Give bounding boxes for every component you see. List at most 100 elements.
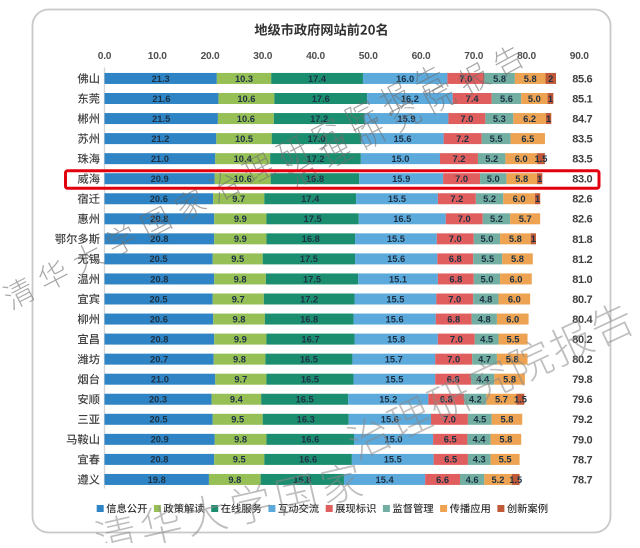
- svg-text:17.5: 17.5: [300, 254, 318, 264]
- svg-text:83.0: 83.0: [572, 174, 592, 186]
- svg-text:1.5: 1.5: [514, 395, 527, 405]
- svg-text:9.9: 9.9: [234, 214, 247, 224]
- svg-text:4.5: 4.5: [480, 334, 493, 344]
- svg-text:1.5: 1.5: [535, 154, 548, 164]
- svg-text:80.2: 80.2: [572, 334, 592, 346]
- svg-text:20.9: 20.9: [151, 435, 169, 445]
- svg-text:5.5: 5.5: [490, 134, 503, 144]
- svg-text:9.5: 9.5: [233, 455, 246, 465]
- svg-text:81.2: 81.2: [572, 254, 592, 266]
- svg-text:4.8: 4.8: [479, 294, 492, 304]
- svg-text:6.0: 6.0: [515, 154, 528, 164]
- svg-text:20.8: 20.8: [150, 334, 168, 344]
- svg-text:78.7: 78.7: [572, 454, 592, 466]
- svg-text:1: 1: [546, 114, 551, 124]
- svg-text:9.7: 9.7: [234, 375, 247, 385]
- svg-text:10.6: 10.6: [237, 114, 255, 124]
- svg-text:5.8: 5.8: [499, 435, 512, 445]
- svg-text:79.0: 79.0: [572, 434, 592, 446]
- svg-text:21.5: 21.5: [152, 114, 170, 124]
- svg-text:6.0: 6.0: [509, 274, 522, 284]
- svg-text:5.2: 5.2: [492, 475, 505, 485]
- svg-text:20.8: 20.8: [150, 234, 168, 244]
- svg-text:4.3: 4.3: [473, 455, 486, 465]
- svg-text:20.5: 20.5: [150, 415, 168, 425]
- svg-text:15.8: 15.8: [293, 475, 311, 485]
- svg-text:2: 2: [548, 74, 553, 84]
- svg-text:20.8: 20.8: [150, 455, 168, 465]
- svg-text:15.5: 15.5: [384, 455, 402, 465]
- svg-text:17.2: 17.2: [300, 294, 318, 304]
- svg-text:1: 1: [537, 174, 542, 184]
- svg-text:1.5: 1.5: [509, 475, 522, 485]
- svg-text:6.8: 6.8: [449, 274, 462, 284]
- svg-text:30.0: 30.0: [253, 51, 272, 62]
- svg-text:5.3: 5.3: [493, 114, 506, 124]
- svg-text:7.0: 7.0: [458, 214, 471, 224]
- svg-text:17.2: 17.2: [306, 154, 324, 164]
- svg-text:60.0: 60.0: [412, 51, 431, 62]
- svg-text:6.8: 6.8: [449, 254, 462, 264]
- svg-text:4.5: 4.5: [473, 415, 486, 425]
- svg-text:85.6: 85.6: [572, 73, 592, 85]
- svg-text:7.2: 7.2: [452, 154, 465, 164]
- svg-text:20.9: 20.9: [151, 174, 169, 184]
- svg-text:15.6: 15.6: [387, 254, 405, 264]
- svg-text:15.9: 15.9: [397, 114, 415, 124]
- svg-text:81.0: 81.0: [572, 274, 592, 286]
- svg-text:79.2: 79.2: [572, 414, 592, 426]
- svg-text:9.4: 9.4: [230, 395, 244, 405]
- svg-text:79.8: 79.8: [572, 374, 592, 386]
- svg-text:1: 1: [531, 234, 536, 244]
- svg-text:9.8: 9.8: [228, 475, 241, 485]
- svg-text:70.0: 70.0: [464, 51, 483, 62]
- svg-text:82.6: 82.6: [572, 214, 592, 226]
- svg-text:10.6: 10.6: [237, 94, 255, 104]
- svg-text:82.6: 82.6: [572, 194, 592, 206]
- svg-text:6.0: 6.0: [513, 194, 526, 204]
- svg-text:9.9: 9.9: [234, 334, 247, 344]
- svg-text:15.0: 15.0: [384, 435, 402, 445]
- svg-text:10.6: 10.6: [234, 174, 252, 184]
- svg-text:9.8: 9.8: [233, 314, 246, 324]
- svg-text:9.8: 9.8: [234, 435, 247, 445]
- svg-text:4.4: 4.4: [473, 435, 487, 445]
- svg-text:4.7: 4.7: [478, 354, 491, 364]
- svg-text:10.5: 10.5: [235, 134, 253, 144]
- svg-text:16.5: 16.5: [393, 214, 411, 224]
- svg-text:9.7: 9.7: [232, 294, 245, 304]
- svg-text:17.2: 17.2: [310, 114, 328, 124]
- svg-text:17.4: 17.4: [301, 194, 320, 204]
- svg-text:9.5: 9.5: [231, 254, 244, 264]
- svg-text:16.2: 16.2: [401, 94, 419, 104]
- svg-text:17.5: 17.5: [303, 274, 321, 284]
- svg-text:10.0: 10.0: [148, 51, 167, 62]
- svg-text:90.0: 90.0: [570, 51, 589, 62]
- svg-text:20.8: 20.8: [150, 274, 168, 284]
- svg-text:16.5: 16.5: [301, 375, 319, 385]
- svg-text:7.0: 7.0: [459, 74, 472, 84]
- svg-text:80.4: 80.4: [572, 314, 593, 326]
- svg-text:7.4: 7.4: [466, 94, 480, 104]
- svg-text:5.2: 5.2: [490, 214, 503, 224]
- svg-text:6.5: 6.5: [521, 134, 534, 144]
- svg-text:5.8: 5.8: [503, 375, 516, 385]
- svg-text:16.5: 16.5: [300, 354, 318, 364]
- svg-text:7.0: 7.0: [450, 334, 463, 344]
- svg-text:7.0: 7.0: [443, 415, 456, 425]
- svg-text:16.8: 16.8: [306, 174, 324, 184]
- svg-text:15.2: 15.2: [379, 395, 397, 405]
- svg-text:5.0: 5.0: [480, 274, 493, 284]
- svg-text:5.7: 5.7: [519, 214, 532, 224]
- svg-text:5.8: 5.8: [509, 234, 522, 244]
- svg-text:20.5: 20.5: [150, 294, 168, 304]
- svg-text:15.4: 15.4: [376, 475, 395, 485]
- svg-text:16.6: 16.6: [301, 435, 319, 445]
- svg-text:7.0: 7.0: [455, 174, 468, 184]
- svg-text:16.3: 16.3: [297, 415, 315, 425]
- svg-text:50.0: 50.0: [359, 51, 378, 62]
- svg-text:15.0: 15.0: [391, 154, 409, 164]
- svg-text:15.8: 15.8: [387, 334, 405, 344]
- svg-text:9.7: 9.7: [232, 194, 245, 204]
- svg-text:4.4: 4.4: [476, 375, 490, 385]
